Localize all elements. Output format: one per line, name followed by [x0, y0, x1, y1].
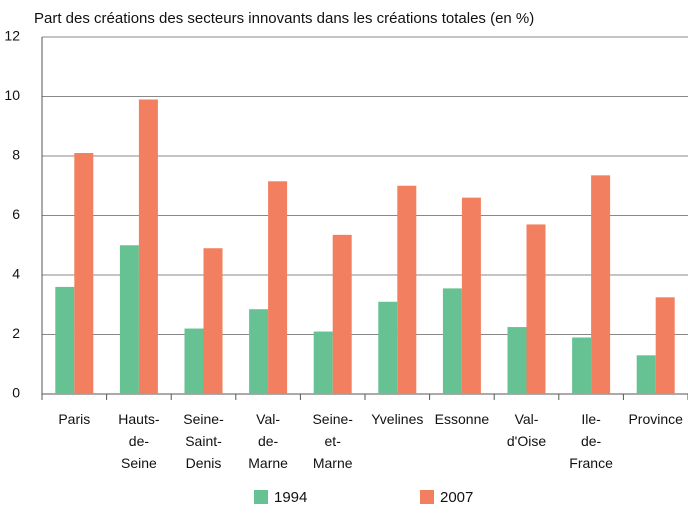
- bar: [138, 99, 158, 394]
- bar: [119, 245, 139, 394]
- y-tick-label: 0: [12, 385, 20, 401]
- bar: [184, 328, 204, 394]
- x-tick-label: Ile-de-France: [569, 411, 613, 471]
- bar: [442, 288, 462, 394]
- bar: [591, 175, 611, 394]
- x-tick-label: Essonne: [435, 411, 490, 427]
- bar: [507, 327, 527, 394]
- bar: [313, 331, 333, 394]
- bar: [55, 286, 75, 394]
- x-tick-label: Val-d'Oise: [507, 411, 546, 449]
- legend-swatch: [420, 490, 434, 504]
- bar: [332, 234, 352, 394]
- y-tick-label: 6: [12, 206, 20, 222]
- x-tick-label: Seine-Saint-Denis: [183, 411, 224, 471]
- x-tick-label: Seine-et-Marne: [312, 411, 353, 471]
- y-tick-label: 4: [12, 266, 20, 282]
- x-tick-label: Hauts-de-Seine: [118, 411, 160, 471]
- x-tick-label: Province: [628, 411, 683, 427]
- x-tick-label: Val-de-Marne: [248, 411, 288, 471]
- y-tick-label: 2: [12, 325, 20, 341]
- bar: [203, 248, 223, 394]
- bar: [526, 224, 546, 394]
- bar: [572, 337, 592, 394]
- legend-label: 2007: [440, 489, 473, 506]
- bar: [461, 197, 481, 394]
- y-tick-label: 8: [12, 147, 20, 163]
- bar: [249, 309, 269, 394]
- bar: [378, 301, 398, 394]
- bar: [655, 297, 675, 394]
- chart-title: Part des créations des secteurs innovant…: [34, 10, 534, 27]
- bar: [74, 153, 94, 394]
- legend-swatch: [254, 490, 268, 504]
- x-tick-label: Paris: [58, 411, 90, 427]
- bar: [268, 181, 288, 394]
- bar: [636, 355, 656, 394]
- x-tick-label: Yvelines: [371, 411, 423, 427]
- y-tick-label: 12: [4, 28, 20, 44]
- legend-label: 1994: [274, 489, 307, 506]
- y-tick-label: 10: [4, 87, 20, 103]
- bar: [397, 185, 417, 394]
